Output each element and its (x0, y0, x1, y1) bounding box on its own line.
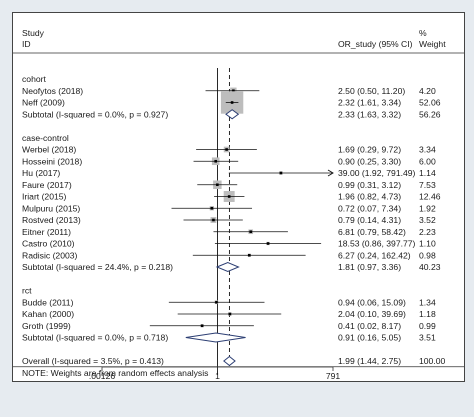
overall-label: Overall (I-squared = 3.5%, p = 0.413) (22, 356, 164, 366)
point-estimate (212, 218, 215, 222)
study-label: Mulpuru (2015) (22, 203, 80, 213)
point-estimate (214, 159, 218, 163)
subtotal-label: Subtotal (I-squared = 24.4%, p = 0.218) (22, 262, 173, 272)
subtotal-diamond (185, 332, 246, 343)
study-label: Castro (2010) (22, 239, 75, 249)
effect-ci-text: 39.00 (1.92, 791.49) (338, 168, 416, 178)
effect-ci-text: 6.27 (0.24, 162.42) (338, 250, 411, 260)
point-estimate (216, 183, 219, 187)
point-estimate (232, 89, 235, 93)
effect-ci-text: 0.91 (0.16, 5.05) (338, 333, 401, 343)
weight-text: 56.26 (419, 109, 441, 119)
point-estimate (249, 230, 253, 234)
effect-ci-text: 0.41 (0.02, 8.17) (338, 321, 401, 331)
effect-ci-text: 6.81 (0.79, 58.42) (338, 227, 406, 237)
point-estimate (225, 148, 228, 151)
study-label: Eitner (2011) (22, 227, 71, 237)
effect-ci-text: 0.99 (0.31, 3.12) (338, 180, 401, 190)
point-estimate (266, 242, 270, 245)
weight-text: 0.99 (419, 321, 436, 331)
study-label: Radisic (2003) (22, 250, 78, 260)
header-study: Study (22, 28, 45, 38)
study-label: Groth (1999) (22, 321, 71, 331)
header-weight: Weight (419, 39, 446, 49)
subtotal-label: Subtotal (I-squared = 0.0%, p = 0.927) (22, 109, 168, 119)
effect-ci-text: 1.69 (0.29, 9.72) (338, 145, 401, 155)
weight-text: 1.14 (419, 168, 436, 178)
x-tick-label: .00126 (89, 371, 116, 381)
weight-text: 3.34 (419, 145, 436, 155)
study-label: Rostved (2013) (22, 215, 81, 225)
group-label: rct (22, 286, 32, 296)
weight-text: 1.18 (419, 309, 436, 319)
effect-ci-text: 0.94 (0.06, 15.09) (338, 297, 406, 307)
point-estimate (247, 253, 251, 257)
effect-ci-text: 18.53 (0.86, 397.77) (338, 239, 416, 249)
effect-ci-text: 1.81 (0.97, 3.36) (338, 262, 401, 272)
group-label: cohort (22, 74, 46, 84)
effect-ci-text: 2.04 (0.10, 39.69) (338, 309, 406, 319)
weight-text: 4.20 (419, 86, 436, 96)
weight-text: 1.10 (419, 239, 436, 249)
point-estimate (230, 101, 234, 104)
study-label: Iriart (2015) (22, 192, 67, 202)
study-label: Neff (2009) (22, 98, 65, 108)
study-label: Hosseini (2018) (22, 156, 82, 166)
effect-ci-text: 1.99 (1.44, 2.75) (338, 356, 401, 366)
subtotal-label: Subtotal (I-squared = 0.0%, p = 0.718) (22, 333, 168, 343)
x-tick-label: 1 (215, 371, 220, 381)
weight-text: 7.53 (419, 180, 436, 190)
effect-ci-text: 0.90 (0.25, 3.30) (338, 156, 401, 166)
weight-text: 0.98 (419, 250, 436, 260)
weight-text: 6.00 (419, 156, 436, 166)
point-estimate (215, 300, 218, 304)
subtotal-diamond (215, 261, 240, 273)
forest-plot-panel: Study ID OR_study (95% CI)% Weight cohort Neo… (12, 12, 465, 382)
x-tick-label: 791 (326, 371, 341, 381)
weight-text: 100.00 (419, 356, 446, 366)
footnote: NOTE: Weights are from random effects an… (22, 368, 208, 378)
overall-diamond (223, 355, 236, 367)
point-estimate (279, 171, 283, 175)
weight-text: 3.52 (419, 215, 436, 225)
group-label: case-control (22, 133, 69, 143)
effect-ci-text: 1.96 (0.82, 4.73) (338, 192, 401, 202)
study-label: Neofytos (2018) (22, 86, 83, 96)
weight-text: 52.06 (419, 98, 441, 108)
study-label: Kahan (2000) (22, 309, 74, 319)
effect-ci-text: 2.32 (1.61, 3.34) (338, 98, 401, 108)
header-weight-pct: % (419, 28, 427, 38)
study-label: Budde (2011) (22, 297, 74, 307)
weight-text: 12.46 (419, 192, 441, 202)
weight-text: 3.51 (419, 333, 436, 343)
ci-arrow (327, 169, 334, 177)
study-label: Faure (2017) (22, 180, 72, 190)
point-estimate (227, 195, 231, 198)
study-label: Werbel (2018) (22, 145, 76, 155)
effect-ci-text: 2.50 (0.50, 11.20) (338, 86, 405, 96)
effect-ci-text: 0.72 (0.07, 7.34) (338, 203, 401, 213)
effect-ci-text: 0.79 (0.14, 4.31) (338, 215, 401, 225)
weight-text: 1.92 (419, 203, 436, 213)
weight-text: 2.23 (419, 227, 436, 237)
weight-text: 1.34 (419, 297, 436, 307)
weight-text: 40.23 (419, 262, 441, 272)
study-label: Hu (2017) (22, 168, 60, 178)
subtotal-diamond (225, 109, 240, 120)
point-estimate (210, 206, 214, 210)
header-id: ID (22, 39, 31, 49)
effect-ci-text: 2.33 (1.63, 3.32) (338, 109, 401, 119)
point-estimate (200, 324, 204, 328)
point-estimate (228, 312, 232, 316)
header-effect: OR_study (95% CI) (338, 39, 413, 49)
